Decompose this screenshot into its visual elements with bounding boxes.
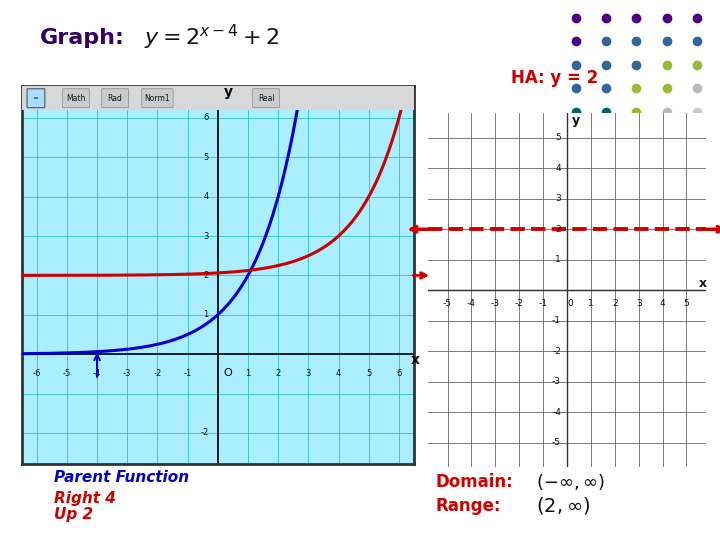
Bar [22, 86, 414, 110]
Text: -2: -2 [552, 347, 561, 356]
Text: 1: 1 [246, 369, 251, 378]
Text: 6: 6 [203, 113, 209, 123]
Text: 4: 4 [660, 299, 665, 308]
Text: -1: -1 [184, 369, 192, 378]
Text: -4: -4 [467, 299, 476, 308]
Text: 1: 1 [588, 299, 594, 308]
Text: $(-\infty, \infty)$: $(-\infty, \infty)$ [536, 471, 606, 492]
Text: 3: 3 [555, 194, 561, 203]
Text: -1: -1 [552, 316, 561, 325]
FancyBboxPatch shape [63, 89, 89, 107]
Text: -6: -6 [32, 369, 41, 378]
Text: -3: -3 [123, 369, 132, 378]
Text: Real: Real [258, 94, 274, 103]
Text: Domain:: Domain: [436, 472, 513, 491]
Text: -3: -3 [491, 299, 500, 308]
Text: Rad: Rad [108, 94, 122, 103]
Text: -4: -4 [93, 369, 102, 378]
Text: -2: -2 [153, 369, 161, 378]
Text: 2: 2 [276, 369, 281, 378]
Text: 1: 1 [204, 310, 209, 319]
Text: O: O [223, 368, 232, 378]
Text: 5: 5 [555, 133, 561, 143]
Text: x: x [698, 276, 706, 289]
Text: 5: 5 [683, 299, 689, 308]
Text: 5: 5 [366, 369, 372, 378]
FancyBboxPatch shape [102, 89, 129, 107]
FancyBboxPatch shape [142, 89, 173, 107]
Text: 2: 2 [612, 299, 618, 308]
Text: 2: 2 [555, 225, 561, 234]
Text: Range:: Range: [436, 497, 501, 515]
FancyBboxPatch shape [27, 89, 45, 107]
Text: Up 2: Up 2 [54, 507, 93, 522]
Text: 4: 4 [555, 164, 561, 173]
Text: -5: -5 [63, 369, 71, 378]
Text: $y = 2^{x-4} + 2$: $y = 2^{x-4} + 2$ [144, 23, 279, 52]
Text: 6: 6 [396, 369, 402, 378]
Text: $(2, \infty)$: $(2, \infty)$ [536, 496, 590, 516]
Text: 5: 5 [204, 153, 209, 162]
Text: 3: 3 [306, 369, 311, 378]
Text: 2: 2 [204, 271, 209, 280]
Text: Graph:: Graph: [40, 28, 125, 48]
Text: -1: -1 [539, 299, 548, 308]
Text: x: x [411, 353, 420, 367]
Text: -2: -2 [515, 299, 523, 308]
Text: Math: Math [66, 94, 86, 103]
Text: Norm1: Norm1 [145, 94, 170, 103]
Text: y: y [572, 114, 580, 127]
FancyBboxPatch shape [253, 89, 279, 107]
Text: =: = [32, 95, 38, 101]
Text: -4: -4 [552, 408, 561, 417]
Text: 4: 4 [204, 192, 209, 201]
Text: Parent Function: Parent Function [54, 470, 189, 485]
Text: 0: 0 [567, 299, 573, 308]
Text: -5: -5 [443, 299, 452, 308]
Text: HA: y = 2: HA: y = 2 [510, 69, 598, 87]
Text: 1: 1 [555, 255, 561, 264]
Text: 3: 3 [636, 299, 642, 308]
Text: 3: 3 [203, 232, 209, 240]
Text: -5: -5 [552, 438, 561, 447]
Text: y: y [224, 85, 233, 99]
Text: 4: 4 [336, 369, 341, 378]
Text: -2: -2 [200, 428, 209, 437]
Text: -3: -3 [552, 377, 561, 386]
Text: Right 4: Right 4 [54, 491, 116, 507]
